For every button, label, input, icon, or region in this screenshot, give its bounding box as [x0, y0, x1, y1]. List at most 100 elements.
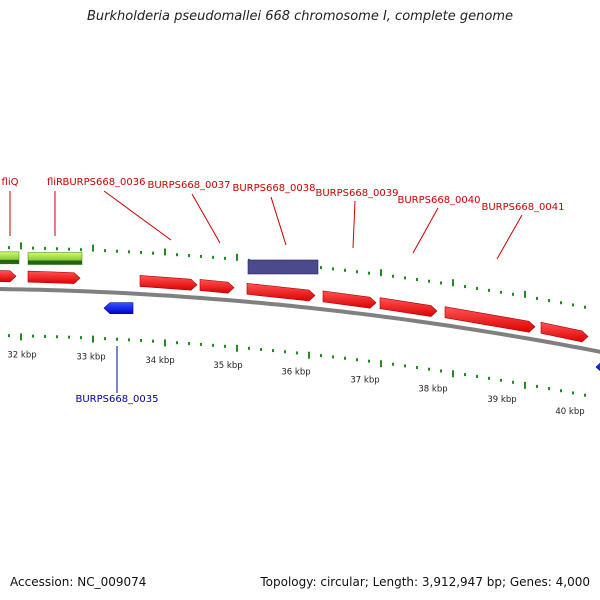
forward-gene-label: BURPS668_0036 [62, 177, 145, 188]
gene-leader-line [103, 190, 172, 241]
tick-mark-outer [44, 246, 46, 250]
tick-mark-inner [92, 335, 94, 343]
tick-mark-inner [560, 389, 562, 393]
accession-text: Accession: NC_009074 [10, 575, 147, 589]
tick-mark-inner [308, 351, 310, 359]
tick-mark-inner [152, 339, 154, 343]
tick-mark-inner [368, 359, 370, 363]
feature-bar [247, 259, 319, 275]
tick-mark-outer [512, 292, 514, 296]
tick-mark-outer [224, 256, 226, 260]
tick-mark-outer [404, 276, 406, 280]
forward-gene-arrow [540, 321, 589, 343]
tick-mark-inner [584, 393, 586, 397]
tick-mark-outer [584, 305, 586, 309]
tick-mark-outer [320, 266, 322, 270]
tick-mark-inner [296, 351, 298, 355]
tick-mark-outer [20, 242, 22, 250]
tick-mark-inner [500, 378, 502, 382]
tick-mark-outer [440, 281, 442, 285]
gene-leader-line [191, 193, 221, 244]
tick-mark-outer [332, 267, 334, 271]
green-feature-band [28, 260, 82, 265]
tick-mark-outer [140, 250, 142, 254]
tick-mark-inner [356, 358, 358, 362]
forward-gene-label: BURPS668_0037 [147, 180, 230, 191]
tick-mark-outer [8, 246, 10, 250]
forward-gene-arrow [322, 290, 377, 309]
tick-mark-outer [128, 250, 130, 254]
tick-mark-outer [164, 248, 166, 256]
kbp-label: 35 kbp [213, 361, 242, 371]
tick-mark-inner [188, 342, 190, 346]
tick-mark-outer [200, 254, 202, 258]
tick-mark-inner [404, 364, 406, 368]
tick-mark-outer [428, 279, 430, 283]
tick-mark-outer [488, 288, 490, 292]
tick-mark-outer [464, 285, 466, 289]
tick-mark-inner [104, 337, 106, 341]
tick-mark-outer [236, 253, 238, 261]
forward-gene-label: fliQ [2, 177, 19, 188]
tick-mark-outer [416, 278, 418, 282]
kbp-label: 34 kbp [145, 356, 174, 366]
tick-mark-outer [92, 244, 94, 252]
tick-mark-outer [152, 251, 154, 255]
tick-mark-outer [68, 247, 70, 251]
tick-mark-inner [20, 333, 22, 341]
tick-mark-inner [56, 335, 58, 339]
tick-mark-inner [116, 337, 118, 341]
forward-gene-label: BURPS668_0041 [481, 202, 564, 213]
tick-mark-outer [368, 271, 370, 275]
tick-mark-outer [572, 303, 574, 307]
tick-mark-inner [248, 346, 250, 350]
forward-gene-arrow [379, 297, 438, 317]
tick-mark-inner [272, 349, 274, 353]
tick-mark-outer [356, 270, 358, 274]
kbp-label: 38 kbp [418, 384, 447, 394]
tick-mark-outer [56, 247, 58, 251]
tick-mark-inner [44, 334, 46, 338]
kbp-label: 40 kbp [555, 407, 584, 417]
tick-mark-inner [260, 347, 262, 351]
forward-gene-label: BURPS668_0038 [232, 183, 315, 194]
tick-mark-inner [212, 343, 214, 347]
tick-mark-outer [392, 274, 394, 278]
reverse-gene-arrow [595, 362, 600, 372]
tick-mark-inner [380, 360, 382, 368]
tick-mark-inner [440, 369, 442, 373]
tick-mark-inner [524, 381, 526, 389]
tick-mark-outer [524, 290, 526, 298]
tick-mark-inner [332, 355, 334, 359]
tick-mark-outer [80, 248, 82, 252]
kbp-label: 33 kbp [76, 353, 105, 363]
forward-gene-arrow [139, 275, 198, 291]
forward-gene-arrow [27, 270, 81, 284]
tick-mark-outer [212, 255, 214, 259]
tick-mark-inner [200, 342, 202, 346]
tick-mark-inner [176, 341, 178, 345]
forward-gene-label: BURPS668_0039 [315, 188, 398, 199]
tick-mark-outer [500, 290, 502, 294]
tick-mark-outer [452, 279, 454, 287]
tick-mark-outer [476, 286, 478, 290]
tick-mark-inner [284, 350, 286, 354]
kbp-label: 36 kbp [281, 367, 310, 377]
forward-gene-arrow [246, 282, 316, 302]
forward-gene-arrow [0, 270, 17, 283]
gene-leader-line [352, 200, 356, 249]
tick-mark-inner [236, 344, 238, 352]
tick-mark-inner [32, 334, 34, 338]
tick-mark-inner [428, 367, 430, 371]
kbp-label: 39 kbp [487, 395, 516, 405]
map-title: Burkholderia pseudomallei 668 chromosome… [86, 9, 514, 24]
tick-mark-outer [176, 253, 178, 257]
tick-mark-outer [536, 296, 538, 300]
tick-mark-inner [536, 384, 538, 388]
tick-mark-inner [320, 354, 322, 358]
tick-mark-inner [392, 362, 394, 366]
green-feature-band [0, 259, 19, 264]
gene-leader-line [412, 207, 439, 254]
forward-gene-label: fliR [47, 177, 63, 188]
